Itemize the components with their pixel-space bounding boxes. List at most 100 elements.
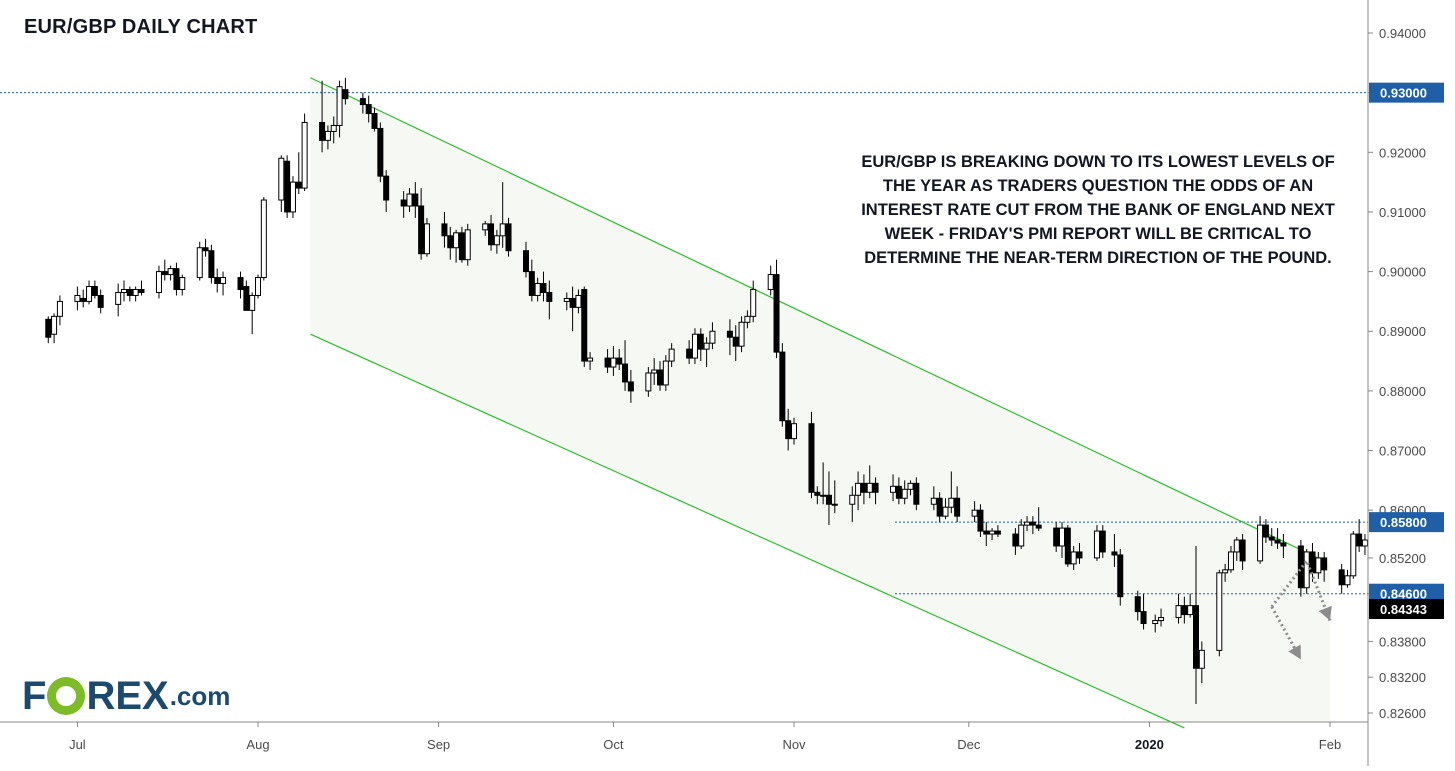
candle: [1268, 528, 1275, 546]
candle-body: [359, 98, 366, 106]
candle-body: [1309, 551, 1316, 574]
candle: [1233, 537, 1240, 561]
annotation-line: EUR/GBP IS BREAKING DOWN TO ITS LOWEST L…: [861, 153, 1335, 171]
candle: [930, 486, 937, 511]
candle-body: [56, 300, 63, 317]
candle-body: [1053, 527, 1060, 547]
candle: [1064, 525, 1071, 567]
candle-body: [91, 286, 98, 296]
candle-body: [767, 274, 774, 290]
candle-body: [709, 330, 716, 344]
candle-body: [1111, 551, 1118, 556]
candle: [1187, 593, 1194, 618]
candle-body: [1321, 557, 1328, 571]
candle-body: [86, 286, 93, 302]
candle: [208, 244, 215, 284]
candle-body: [324, 130, 331, 141]
candle: [1257, 516, 1264, 564]
candle-body: [505, 223, 512, 252]
candle: [546, 280, 553, 320]
candle: [785, 408, 792, 451]
candle: [400, 191, 407, 218]
candle-body: [1152, 620, 1159, 625]
candle-body: [523, 250, 529, 273]
candle-body: [80, 297, 87, 302]
candle-body: [686, 348, 693, 359]
candle: [1117, 548, 1124, 606]
candle-body: [825, 494, 832, 505]
candle: [132, 286, 139, 302]
candle: [779, 343, 786, 427]
candle-body: [750, 288, 757, 317]
candle: [697, 328, 704, 362]
candle: [1093, 525, 1100, 561]
candle: [155, 265, 162, 299]
candle: [872, 477, 879, 505]
candle: [1152, 614, 1159, 633]
levels-layer: [0, 92, 1368, 595]
candle: [493, 229, 500, 254]
candle-body: [587, 357, 594, 362]
candle: [820, 462, 827, 505]
candle-body: [1134, 596, 1141, 613]
y-tick-label: 0.83800: [1379, 634, 1426, 649]
candle: [220, 271, 227, 296]
price-tag-label: 0.93000: [1380, 86, 1427, 101]
y-tick-label: 0.87000: [1379, 444, 1426, 459]
candle-body: [1257, 524, 1264, 562]
candles-layer: [45, 77, 1368, 705]
logo-text-left: F: [22, 674, 47, 718]
candle-body: [301, 121, 308, 189]
candle: [855, 471, 862, 511]
candle-body: [901, 488, 908, 499]
candle: [447, 226, 454, 260]
y-tick-label: 0.83200: [1379, 670, 1426, 685]
candle: [767, 265, 774, 296]
candle-body: [423, 223, 430, 255]
candle-body: [441, 223, 448, 237]
candle-body: [138, 288, 145, 293]
candle-body: [1338, 569, 1345, 586]
x-tick-label: 2020: [1135, 737, 1164, 752]
candle-body: [243, 286, 250, 311]
candle-body: [546, 291, 553, 302]
candle: [423, 217, 430, 257]
candle: [942, 498, 949, 520]
candle-body: [371, 113, 378, 129]
candle-body: [645, 372, 652, 392]
candle-body: [1070, 551, 1077, 565]
candle: [1076, 543, 1083, 564]
candle: [691, 328, 698, 365]
y-tick-label: 0.90000: [1379, 265, 1426, 280]
channel-lower-line: [310, 333, 1185, 729]
candle-body: [1181, 605, 1188, 616]
candle: [1344, 569, 1351, 588]
candle: [488, 214, 495, 251]
candle: [703, 337, 710, 368]
candle-body: [540, 283, 547, 293]
candle: [534, 277, 541, 302]
candle-body: [627, 381, 634, 392]
candle-body: [691, 333, 698, 359]
candle-body: [534, 283, 541, 296]
candle: [750, 280, 757, 323]
candle-body: [930, 497, 937, 505]
candle: [453, 229, 460, 263]
candle-body: [1268, 536, 1275, 541]
candle: [441, 211, 448, 248]
candle-body: [453, 232, 460, 249]
candle: [51, 313, 58, 344]
candle: [161, 259, 168, 281]
candle: [1321, 551, 1328, 582]
candle-body: [971, 509, 978, 517]
candle: [569, 286, 576, 332]
candle: [237, 271, 244, 299]
candle-body: [126, 288, 133, 296]
candle-body: [622, 363, 629, 383]
candle-body: [528, 271, 535, 296]
candle-body: [1099, 530, 1106, 553]
candle-body: [1274, 539, 1281, 544]
candle: [1181, 596, 1188, 624]
annotation-line: INTEREST RATE CUT FROM THE BANK OF ENGLA…: [861, 201, 1335, 219]
